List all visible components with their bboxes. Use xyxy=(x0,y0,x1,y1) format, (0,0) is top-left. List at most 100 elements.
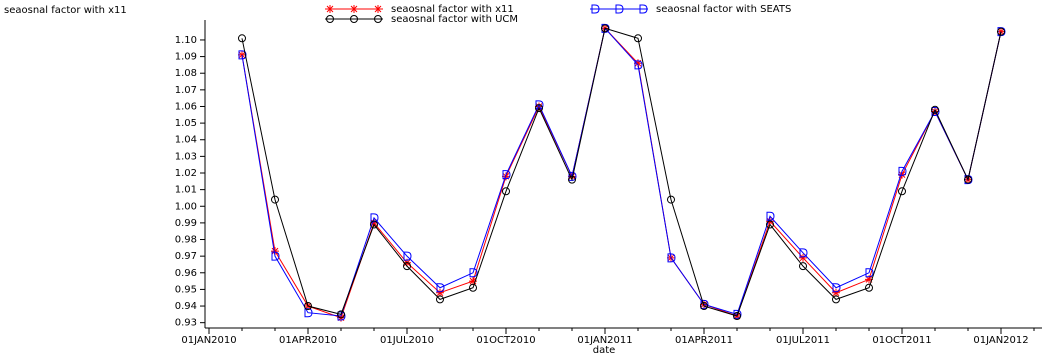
point xyxy=(997,27,1005,36)
x-tick-label: 01JAN2012 xyxy=(973,335,1028,346)
y-tick-label: 1.04 xyxy=(175,135,197,146)
x-tick-label: 01APR2011 xyxy=(675,335,733,346)
y-tick-label: 1.00 xyxy=(175,201,197,212)
point xyxy=(271,251,280,261)
point xyxy=(733,312,741,321)
point xyxy=(502,187,510,196)
point xyxy=(832,283,841,293)
x-tick-label: 01JUL2010 xyxy=(380,335,434,346)
y-tick-label: 1.01 xyxy=(175,185,197,196)
point xyxy=(799,253,807,262)
legend-marker xyxy=(350,15,358,23)
y-tick-label: 1.07 xyxy=(175,85,197,96)
point xyxy=(370,220,378,229)
y-tick-label: 0.97 xyxy=(175,251,197,262)
point xyxy=(799,248,808,258)
legend-marker xyxy=(374,15,382,23)
point xyxy=(634,34,642,43)
point xyxy=(766,220,774,229)
point xyxy=(502,170,511,180)
point xyxy=(634,59,642,68)
series-line xyxy=(241,27,1002,317)
legend-label: seaosnal factor with UCM xyxy=(391,14,518,25)
point xyxy=(634,60,643,70)
legend-label: seaosnal factor with SEATS xyxy=(656,4,791,15)
series-line xyxy=(241,27,1002,317)
point xyxy=(898,187,906,196)
point xyxy=(370,213,379,223)
y-tick-label: 1.06 xyxy=(175,101,197,112)
point xyxy=(865,275,873,284)
legend-marker xyxy=(326,5,334,13)
point xyxy=(601,24,609,33)
y-tick-label: 0.94 xyxy=(175,301,197,312)
point xyxy=(370,218,378,227)
y-axis-label: seaosnal factor with x11 xyxy=(4,5,127,16)
point xyxy=(469,268,478,278)
x-tick-label: 01APR2010 xyxy=(279,335,337,346)
point xyxy=(436,288,444,297)
y-tick-label: 1.08 xyxy=(175,68,197,79)
point xyxy=(832,288,840,297)
point xyxy=(799,262,807,271)
legend-marker xyxy=(591,4,600,14)
point xyxy=(403,262,411,271)
point xyxy=(964,175,973,185)
x-tick-label: 01JAN2011 xyxy=(577,335,632,346)
point xyxy=(931,105,939,114)
point xyxy=(832,295,840,304)
point xyxy=(568,175,576,184)
point xyxy=(865,283,873,292)
point xyxy=(766,211,775,221)
point xyxy=(865,268,874,278)
point xyxy=(271,247,279,256)
point xyxy=(700,299,709,309)
point xyxy=(997,27,1005,36)
point xyxy=(337,310,345,319)
point xyxy=(535,102,543,111)
y-tick-label: 1.02 xyxy=(175,168,197,179)
point xyxy=(469,277,477,286)
point xyxy=(436,283,445,293)
y-tick-label: 0.96 xyxy=(175,268,197,279)
point xyxy=(667,253,676,263)
point xyxy=(964,175,972,184)
legend-marker xyxy=(639,4,648,14)
point xyxy=(238,50,246,59)
point xyxy=(535,104,543,113)
legend-marker xyxy=(350,5,358,13)
point xyxy=(931,106,940,116)
x-axis-label: date xyxy=(593,345,616,356)
y-tick-label: 0.95 xyxy=(175,284,197,295)
x-tick-label: 01OCT2011 xyxy=(872,335,931,346)
y-tick-label: 1.03 xyxy=(175,151,197,162)
y-tick-label: 0.99 xyxy=(175,218,197,229)
point xyxy=(601,23,610,33)
point xyxy=(271,195,279,204)
point xyxy=(898,166,907,176)
legend-marker xyxy=(374,5,382,13)
point xyxy=(436,295,444,304)
point xyxy=(469,283,477,292)
point xyxy=(997,27,1006,37)
point xyxy=(304,302,312,311)
y-tick-label: 1.10 xyxy=(175,35,197,46)
point xyxy=(337,311,346,321)
legend-marker xyxy=(326,15,334,23)
point xyxy=(700,302,708,311)
y-tick-label: 1.09 xyxy=(175,52,197,63)
point xyxy=(898,170,906,179)
x-tick-label: 01OCT2010 xyxy=(476,335,535,346)
y-tick-label: 1.05 xyxy=(175,118,197,129)
y-tick-label: 0.98 xyxy=(175,235,197,246)
point xyxy=(238,50,247,60)
y-tick-label: 0.93 xyxy=(175,318,197,329)
x-tick-label: 01JAN2010 xyxy=(181,335,236,346)
point xyxy=(403,251,412,261)
point xyxy=(667,195,675,204)
x-tick-label: 01JUL2011 xyxy=(776,335,830,346)
legend-marker xyxy=(615,4,624,14)
point xyxy=(502,172,510,181)
point xyxy=(238,34,246,43)
